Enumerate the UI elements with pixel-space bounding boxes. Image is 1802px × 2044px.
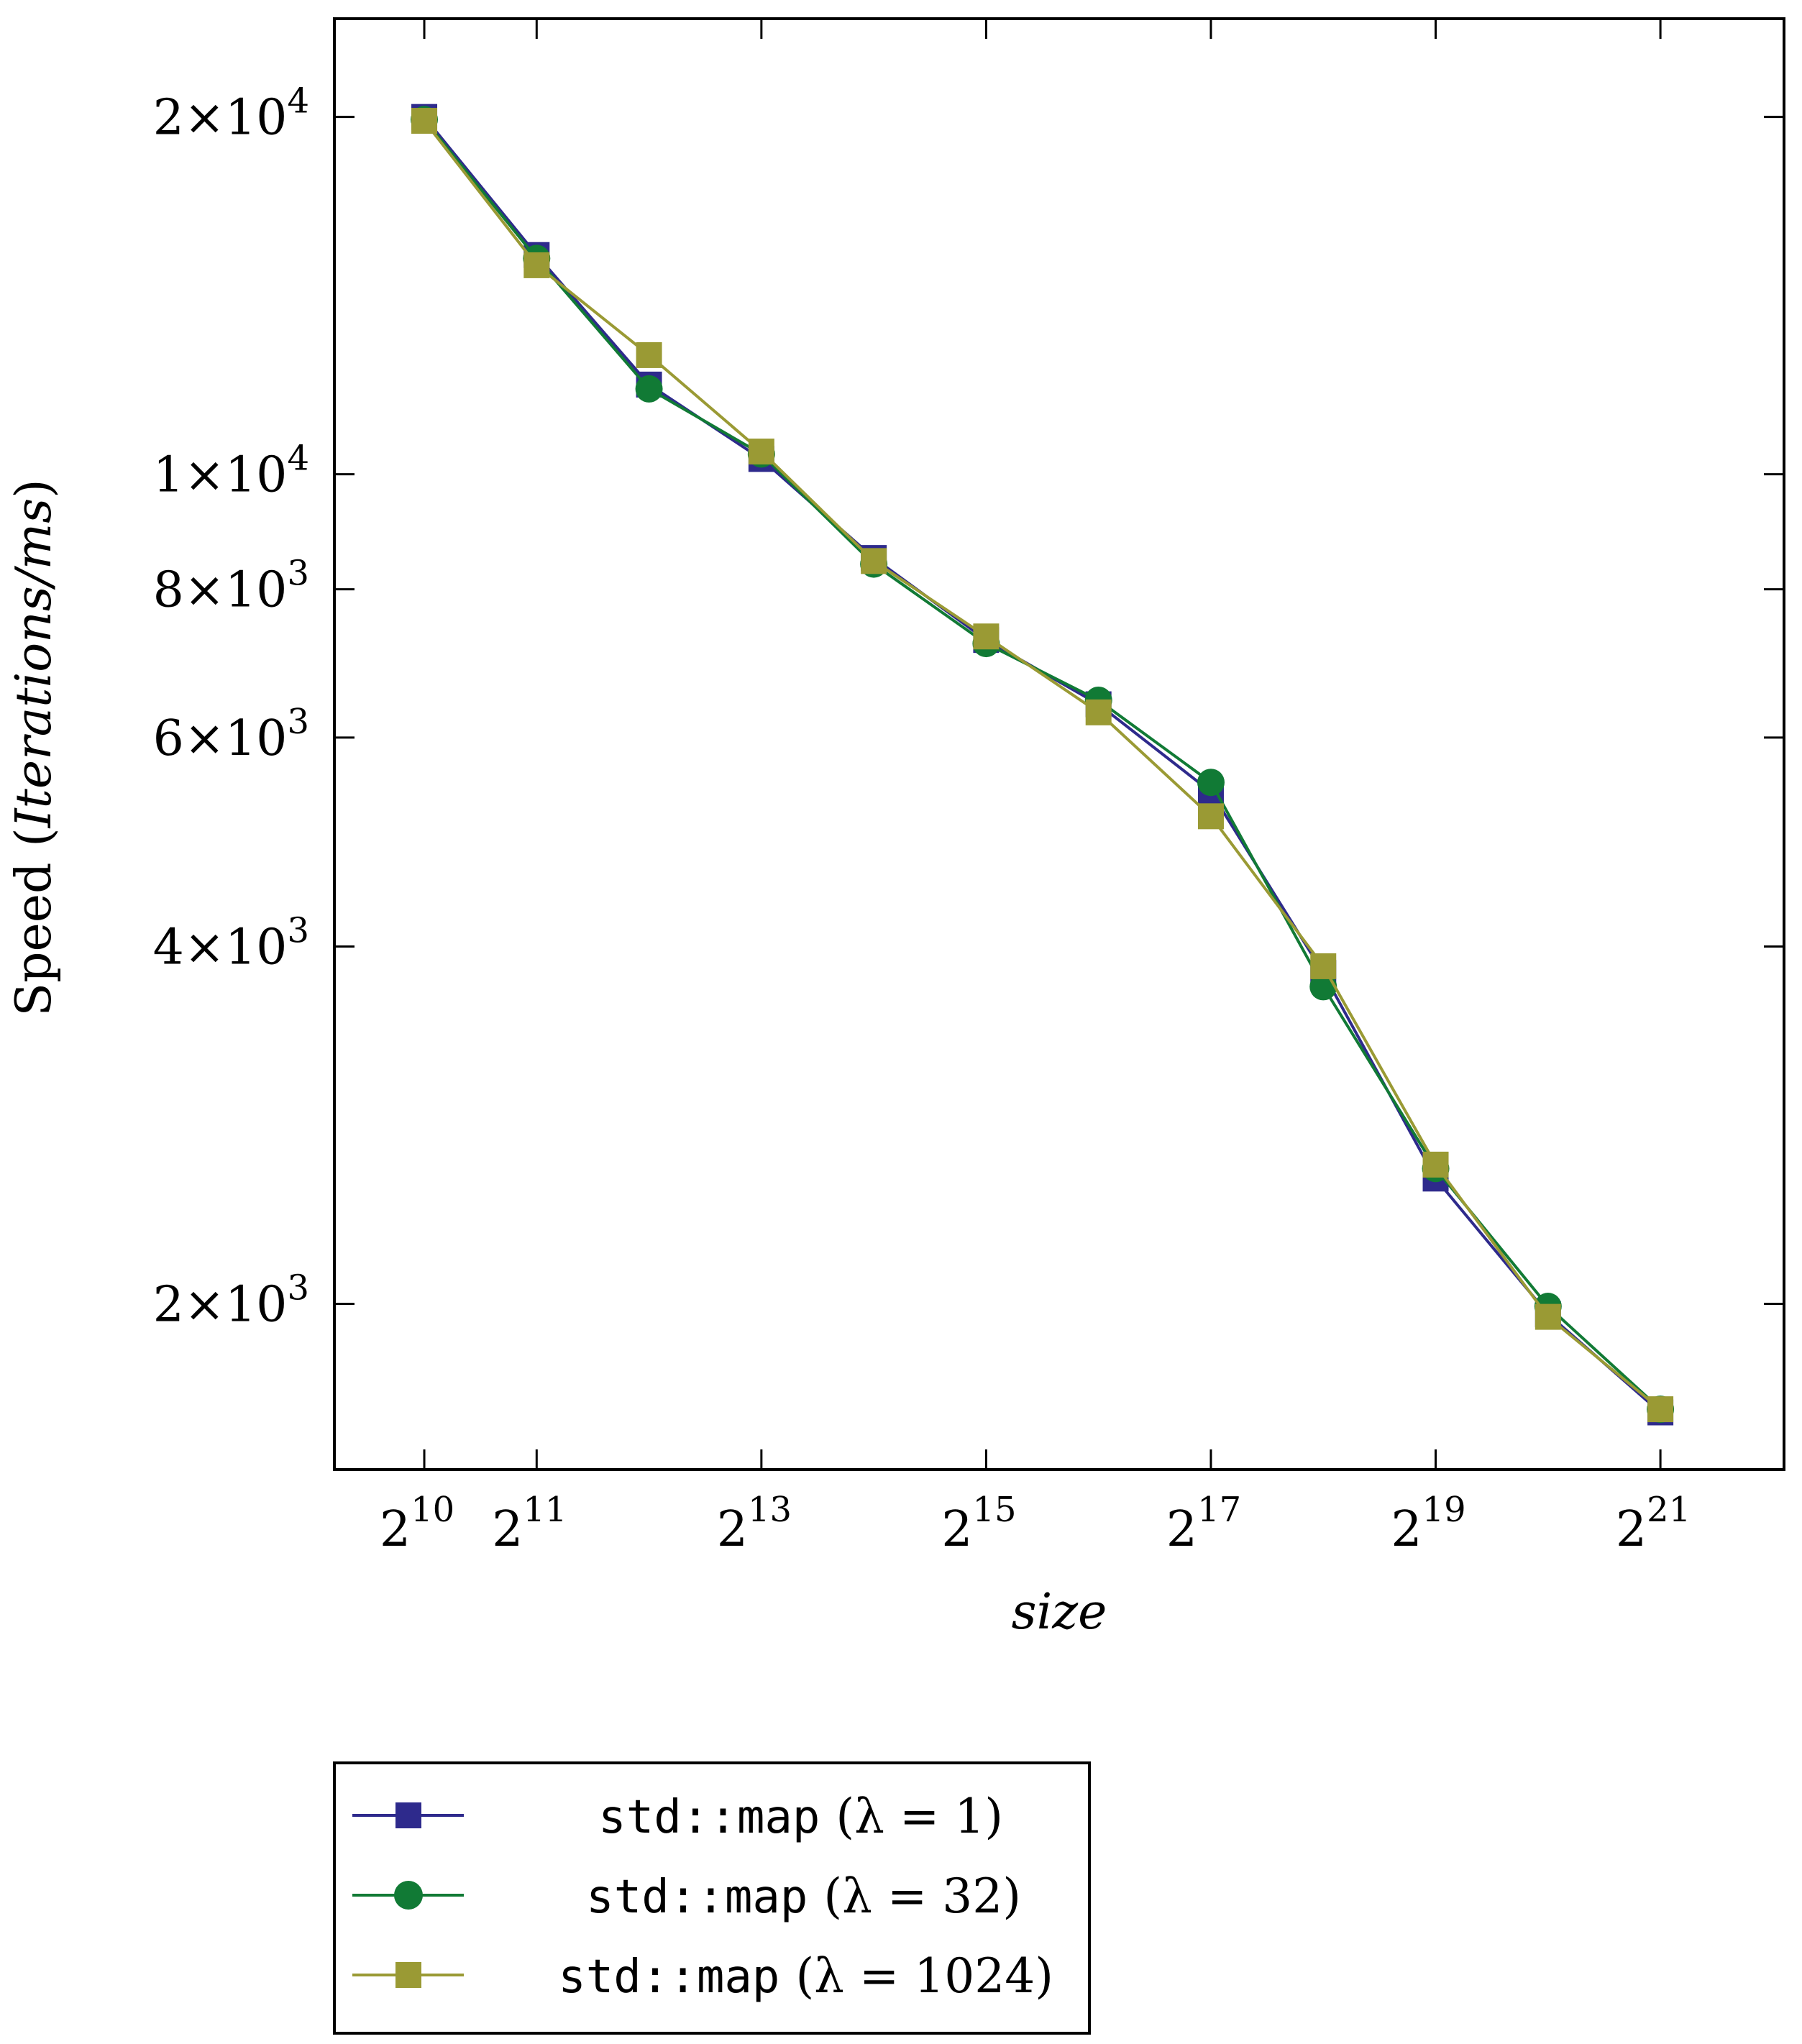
legend-param-lambda-1: (λ = 1) [836,1789,1003,1844]
legend: std::map (λ = 1) std::map (λ = 32) std::ma… [333,1761,1091,2035]
legend-label-lambda-1024: std::map (λ = 1024) [558,1948,1053,2004]
series-2-point-0 [411,108,438,134]
x-axis-title: size [1012,1584,1107,1641]
series-2-point-1 [523,252,550,278]
legend-marker-lambda-1024 [395,1962,421,1988]
y-tick-label-2: 8×103 [153,554,309,619]
plot-frame [333,17,1785,1471]
y-tick-label-3: 6×103 [153,702,309,767]
legend-marker-lambda-1 [395,1802,421,1828]
series-line-2 [423,119,1662,1411]
y-tick-label-5: 2×103 [153,1268,309,1333]
axis-ticks [334,19,1784,1470]
legend-param-lambda-1024: (λ = 1024) [795,1948,1053,2004]
series-2-point-6 [1085,699,1112,725]
series-2-point-10 [1535,1303,1561,1330]
series-layer [411,104,1675,1426]
x-tick-label-4: 217 [1166,1490,1241,1558]
y-tick-label-1: 1×104 [153,439,309,504]
x-tick-label-0: 210 [380,1490,454,1558]
series-2-point-4 [861,548,887,574]
y-tick-label-4: 4×103 [153,911,309,976]
y-axis-title-italic: Iterations/ms [6,498,63,829]
y-axis-title: Speed (Iterations/ms) [6,479,63,1016]
series-2-point-2 [636,342,662,368]
legend-frame [333,1761,1091,2035]
legend-name-lambda-1024: std::map [558,1951,779,2004]
series-1-point-2 [635,375,663,403]
y-tick-label-0: 2×104 [153,81,309,147]
x-tick-label-1: 211 [492,1490,567,1558]
series-2-point-3 [748,439,774,465]
legend-label-lambda-32: std::map (λ = 32) [586,1869,1021,1924]
legend-marker-lambda-32 [394,1881,423,1910]
legend-label-lambda-1: std::map (λ = 1) [598,1789,1003,1844]
series-2-point-7 [1197,803,1224,830]
series-2-point-11 [1647,1396,1674,1423]
legend-name-lambda-32: std::map [586,1871,808,1924]
series-2-point-8 [1310,953,1337,979]
legend-entry-lambda-1024: std::map (λ = 1024) [352,1948,1053,2004]
x-tick-labels: 210 211 213 215 217 219 221 [380,1490,1691,1558]
legend-param-lambda-32: (λ = 32) [823,1869,1021,1924]
series-2-point-5 [973,623,1000,650]
x-tick-label-5: 219 [1391,1490,1465,1558]
y-axis-title-suffix: ) [6,479,63,498]
y-tick-labels: 2×104 1×104 8×103 6×103 4×103 2×103 [153,81,309,1334]
legend-entry-lambda-1: std::map (λ = 1) [352,1789,1003,1844]
x-tick-label-3: 215 [941,1490,1016,1558]
legend-entry-lambda-32: std::map (λ = 32) [352,1869,1021,1924]
x-tick-label-2: 213 [717,1490,792,1558]
x-tick-label-6: 221 [1616,1490,1691,1558]
legend-name-lambda-1: std::map [598,1791,820,1844]
series-2-point-9 [1422,1151,1449,1178]
y-axis-title-prefix: Speed ( [6,828,63,1016]
series-1-point-7 [1197,769,1225,797]
